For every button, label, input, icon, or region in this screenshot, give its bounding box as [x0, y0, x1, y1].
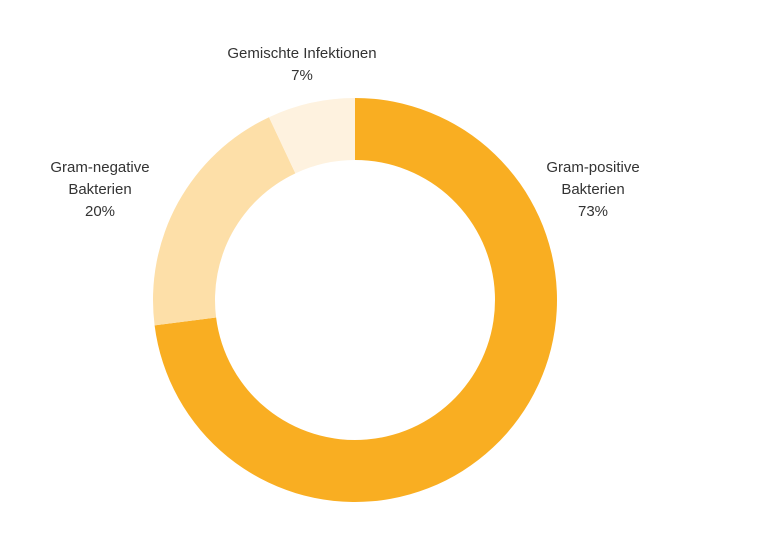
slice-name-label: Gemischte Infektionen: [227, 45, 376, 62]
slice-value-label: 7%: [291, 67, 313, 84]
donut-slice-0: [154, 98, 557, 502]
slice-value-label: 73%: [578, 203, 608, 220]
donut-slice-2: [268, 98, 355, 174]
slice-name-label: Bakterien: [561, 181, 624, 198]
slice-value-label: 20%: [85, 203, 115, 220]
slice-name-label: Gram-positive: [546, 159, 639, 176]
donut-slice-1: [153, 117, 296, 326]
donut-slices: [153, 98, 557, 502]
slice-name-label: Bakterien: [68, 181, 131, 198]
slice-labels: Gram-positive Bakterien 73% Gram-negative Ba…: [50, 45, 639, 220]
slice-name-label: Gram-negative: [50, 159, 149, 176]
